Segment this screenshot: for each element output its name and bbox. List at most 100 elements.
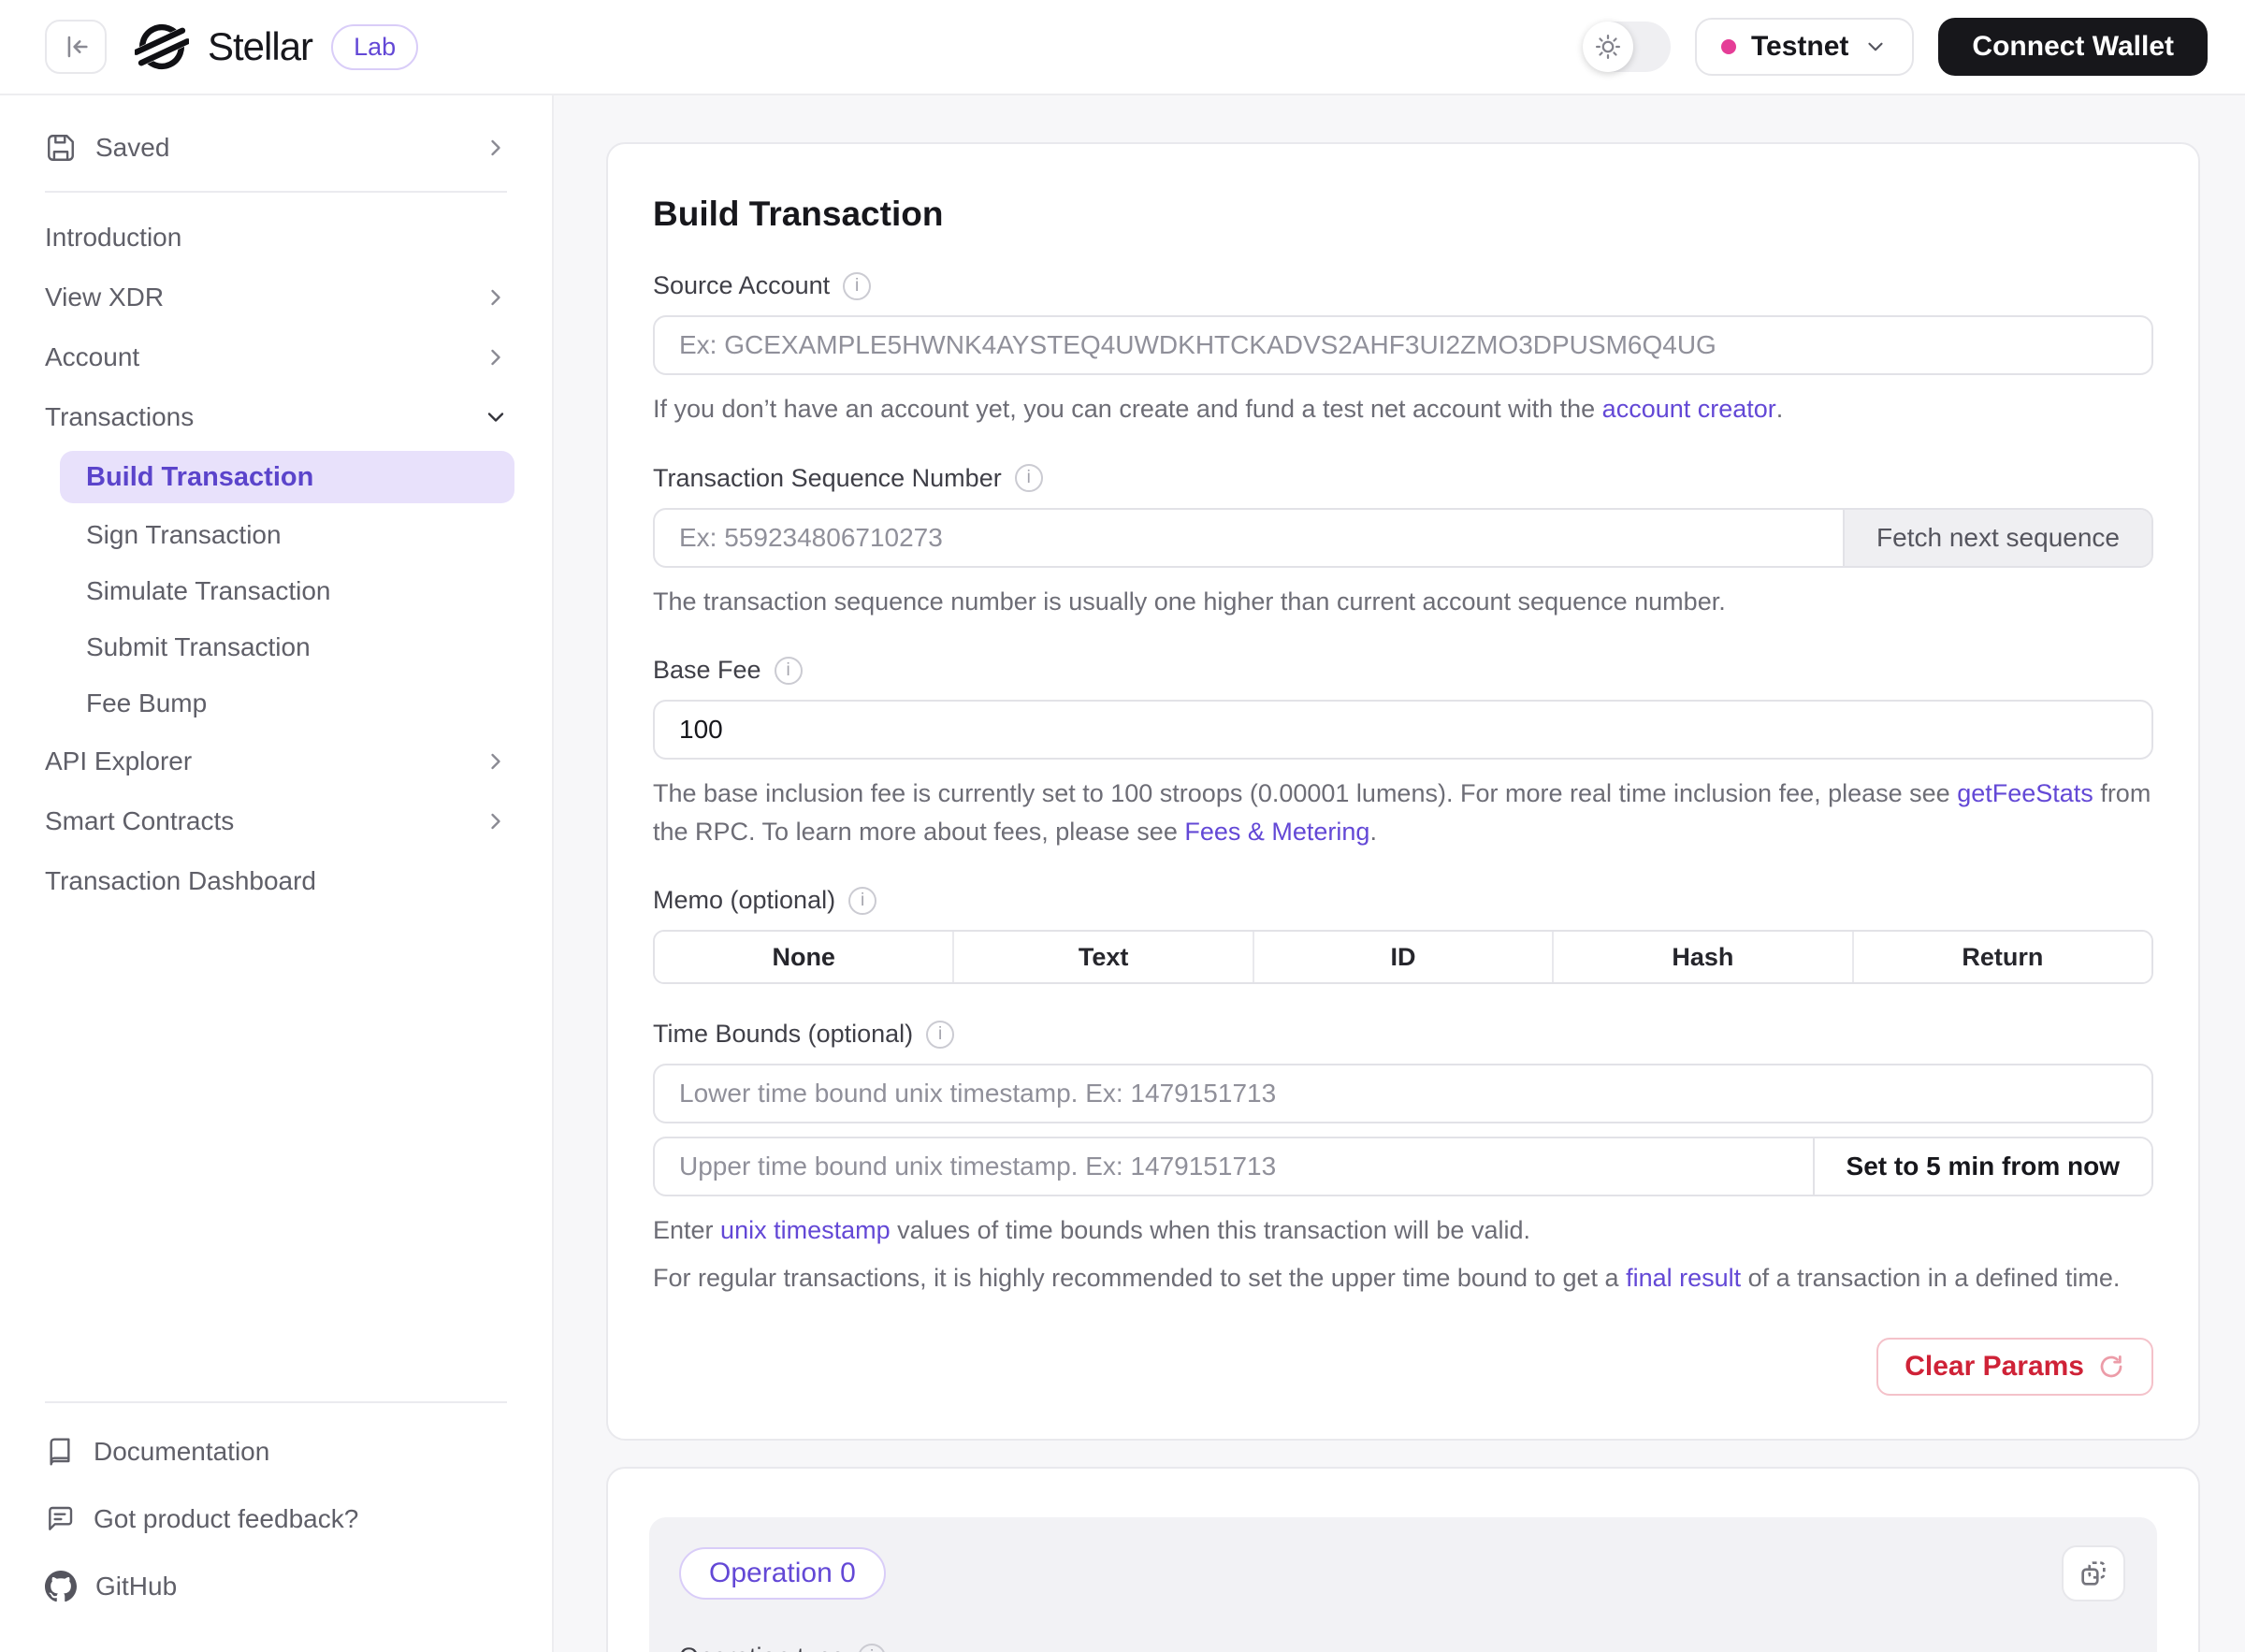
chevron-down-icon xyxy=(483,404,509,430)
sidebar-item-build-transaction[interactable]: Build Transaction xyxy=(60,451,514,503)
info-icon[interactable]: i xyxy=(1015,464,1043,492)
memo-tab-return[interactable]: Return xyxy=(1852,932,2151,982)
sidebar-item-transaction-dashboard[interactable]: Transaction Dashboard xyxy=(0,851,552,911)
field-label: Operation type xyxy=(679,1643,845,1652)
sidebar-item-label: Account xyxy=(45,342,139,372)
collapse-sidebar-icon xyxy=(60,31,92,63)
source-account-input[interactable] xyxy=(653,315,2153,375)
sequence-helper: The transaction sequence number is usual… xyxy=(653,583,2153,621)
memo-tab-none[interactable]: None xyxy=(655,932,952,982)
refresh-icon xyxy=(2097,1353,2125,1381)
stellar-logo-icon xyxy=(135,20,189,74)
sequence-number-input[interactable] xyxy=(655,510,1843,566)
helper-text: If you don’t have an account yet, you ca… xyxy=(653,395,1602,423)
chevron-right-icon xyxy=(483,135,509,161)
sidebar-item-label: Introduction xyxy=(45,223,181,253)
sidebar-item-label: Fee Bump xyxy=(86,688,207,718)
chevron-right-icon xyxy=(483,748,509,775)
field-label: Base Fee xyxy=(653,656,761,685)
sidebar-item-account[interactable]: Account xyxy=(0,327,552,387)
info-icon[interactable]: i xyxy=(848,887,876,915)
connect-wallet-button[interactable]: Connect Wallet xyxy=(1938,18,2208,76)
sidebar-item-label: Transactions xyxy=(45,402,194,432)
memo-tab-hash[interactable]: Hash xyxy=(1552,932,1851,982)
getfeestats-link[interactable]: getFeeStats xyxy=(1957,779,2093,807)
sidebar-item-introduction[interactable]: Introduction xyxy=(0,208,552,268)
sidebar-item-label: Build Transaction xyxy=(86,462,313,493)
network-label: Testnet xyxy=(1751,31,1848,63)
sidebar-item-view-xdr[interactable]: View XDR xyxy=(0,268,552,327)
main-content: Build Transaction Source Account i If yo… xyxy=(554,95,2245,1652)
github-icon xyxy=(45,1571,77,1602)
unix-timestamp-link[interactable]: unix timestamp xyxy=(720,1216,891,1244)
helper-text: . xyxy=(1369,818,1377,846)
chevron-right-icon xyxy=(483,284,509,311)
theme-toggle-knob xyxy=(1583,22,1633,72)
operation-badge: Operation 0 xyxy=(679,1547,886,1600)
network-selector[interactable]: Testnet xyxy=(1695,18,1914,76)
field-label: Time Bounds (optional) xyxy=(653,1020,913,1049)
fetch-next-sequence-button[interactable]: Fetch next sequence xyxy=(1843,510,2151,566)
sidebar-item-fee-bump[interactable]: Fee Bump xyxy=(0,675,552,732)
sequence-number-field: Transaction Sequence Number i Fetch next… xyxy=(653,464,2153,621)
sidebar-item-saved[interactable]: Saved xyxy=(0,118,552,178)
sidebar-item-label: View XDR xyxy=(45,283,164,312)
theme-toggle[interactable] xyxy=(1583,22,1671,72)
sidebar-item-submit-transaction[interactable]: Submit Transaction xyxy=(0,619,552,675)
info-icon[interactable]: i xyxy=(858,1644,886,1652)
account-creator-link[interactable]: account creator xyxy=(1602,395,1776,423)
lab-badge: Lab xyxy=(331,24,418,70)
sidebar-item-label: GitHub xyxy=(95,1572,177,1601)
sidebar-divider xyxy=(45,191,507,193)
brand-name: Stellar xyxy=(208,24,312,69)
memo-tab-text[interactable]: Text xyxy=(952,932,1252,982)
final-result-link[interactable]: final result xyxy=(1626,1264,1741,1292)
field-label: Memo (optional) xyxy=(653,886,835,915)
sidebar-item-label: Saved xyxy=(95,133,169,163)
chevron-down-icon xyxy=(1863,35,1888,59)
base-fee-helper: The base inclusion fee is currently set … xyxy=(653,775,2153,850)
memo-tab-id[interactable]: ID xyxy=(1253,932,1552,982)
copy-icon xyxy=(2078,1558,2109,1589)
sidebar-item-label: Sign Transaction xyxy=(86,520,282,550)
operation-type-field: Operation type i Select operation type xyxy=(679,1643,2127,1652)
sidebar-divider xyxy=(45,1401,507,1403)
clear-params-label: Clear Params xyxy=(1905,1351,2084,1383)
helper-text: For regular transactions, it is highly r… xyxy=(653,1264,1626,1292)
lower-time-bound-input[interactable] xyxy=(653,1064,2153,1123)
upper-time-bound-input[interactable] xyxy=(655,1138,1813,1195)
clear-params-button[interactable]: Clear Params xyxy=(1876,1338,2153,1396)
sidebar-item-transactions[interactable]: Transactions xyxy=(0,387,552,447)
sidebar-item-documentation[interactable]: Documentation xyxy=(0,1418,552,1485)
sidebar-item-simulate-transaction[interactable]: Simulate Transaction xyxy=(0,563,552,619)
operation-panel: Operation 0 Operation type i xyxy=(649,1517,2157,1652)
memo-tabs: None Text ID Hash Return xyxy=(653,930,2153,984)
time-bounds-field: Time Bounds (optional) i Set to 5 min fr… xyxy=(653,1020,2153,1297)
sidebar-item-smart-contracts[interactable]: Smart Contracts xyxy=(0,791,552,851)
set-5-min-button[interactable]: Set to 5 min from now xyxy=(1813,1138,2151,1195)
fees-metering-link[interactable]: Fees & Metering xyxy=(1184,818,1369,846)
time-bounds-helper-1: Enter unix timestamp values of time boun… xyxy=(653,1211,2153,1250)
base-fee-field: Base Fee i The base inclusion fee is cur… xyxy=(653,656,2153,850)
collapse-sidebar-button[interactable] xyxy=(45,20,107,74)
feedback-bubble-icon xyxy=(45,1504,75,1534)
network-dot xyxy=(1721,39,1736,54)
app-header: Stellar Lab Testnet Con xyxy=(0,0,2245,95)
base-fee-input[interactable] xyxy=(653,700,2153,760)
info-icon[interactable]: i xyxy=(843,272,871,300)
helper-text: values of time bounds when this transact… xyxy=(891,1216,1530,1244)
sidebar-item-label: Submit Transaction xyxy=(86,632,311,662)
sidebar-item-label: Transaction Dashboard xyxy=(45,866,316,896)
sidebar-item-api-explorer[interactable]: API Explorer xyxy=(0,732,552,791)
sidebar-item-feedback[interactable]: Got product feedback? xyxy=(0,1485,552,1553)
duplicate-operation-button[interactable] xyxy=(2062,1545,2125,1601)
info-icon[interactable]: i xyxy=(775,657,803,685)
build-transaction-card: Build Transaction Source Account i If yo… xyxy=(606,142,2200,1441)
source-account-field: Source Account i If you don’t have an ac… xyxy=(653,271,2153,428)
info-icon[interactable]: i xyxy=(926,1021,954,1049)
sidebar-item-sign-transaction[interactable]: Sign Transaction xyxy=(0,507,552,563)
source-account-helper: If you don’t have an account yet, you ca… xyxy=(653,390,2153,428)
chevron-right-icon xyxy=(483,808,509,834)
sidebar-item-github[interactable]: GitHub xyxy=(0,1553,552,1620)
memo-field: Memo (optional) i None Text ID Hash Retu… xyxy=(653,886,2153,984)
